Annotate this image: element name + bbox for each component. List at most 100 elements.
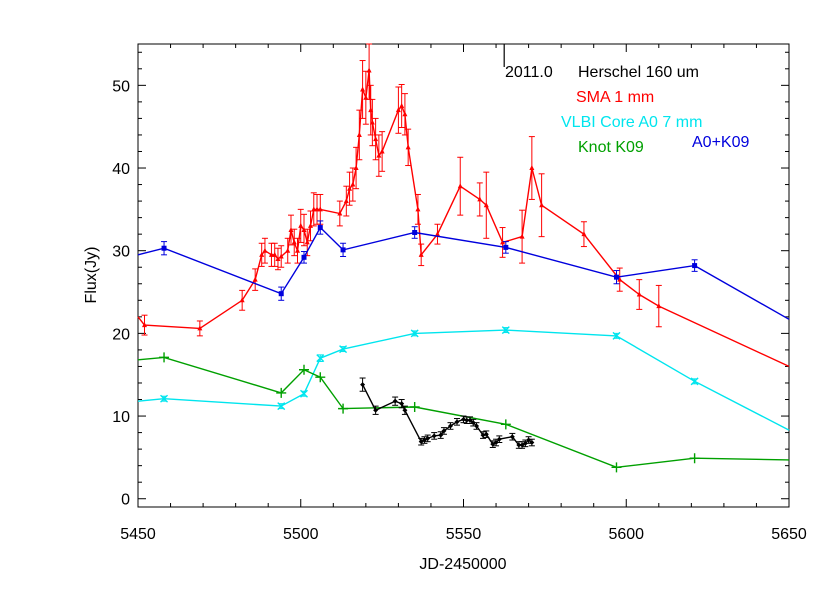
data-point [483, 431, 489, 437]
data-point [308, 222, 314, 228]
data-point [656, 303, 662, 309]
data-point [301, 227, 307, 233]
data-point [160, 394, 169, 403]
x-tick-label: 5550 [446, 526, 482, 543]
legend-knot: Knot K09 [578, 139, 644, 156]
data-point [470, 420, 476, 426]
data-point [142, 322, 148, 328]
data-point [690, 377, 699, 386]
data-point [613, 274, 619, 280]
data-point [454, 419, 460, 425]
annotation-label: 2011.0 [505, 64, 553, 81]
data-point [315, 372, 326, 383]
data-point [316, 354, 325, 363]
data-point [337, 210, 343, 216]
data-point [262, 247, 268, 253]
data-point [161, 245, 167, 251]
axis-ticks [137, 44, 790, 507]
data-point [636, 291, 642, 297]
y-tick-label: 30 [112, 244, 130, 261]
series-line [137, 226, 790, 320]
data-point [410, 329, 419, 338]
x-tick-label: 5450 [120, 526, 156, 543]
data-point [373, 136, 379, 142]
data-point [399, 401, 405, 407]
data-point [347, 185, 353, 191]
data-point [500, 239, 506, 245]
data-point [299, 364, 310, 375]
data-point [474, 423, 480, 429]
series-1 [137, 220, 790, 320]
data-point [425, 435, 431, 441]
data-point [689, 453, 700, 464]
data-point [376, 152, 382, 158]
data-point [402, 407, 408, 413]
data-point [272, 251, 278, 257]
legend-sma: SMA 1 mm [576, 89, 654, 106]
data-point [278, 291, 284, 297]
legend-herschel: Herschel 160 um [578, 64, 699, 81]
data-point [298, 222, 304, 228]
data-point [338, 403, 349, 414]
series-3 [137, 352, 790, 473]
y-tick-labels: 0 10 20 30 40 50 [112, 78, 130, 508]
data-point [399, 103, 405, 109]
data-point [259, 251, 265, 257]
y-tick-label: 10 [112, 409, 130, 426]
data-point [529, 165, 535, 171]
series-4 [359, 377, 535, 449]
data-point [350, 181, 356, 187]
data-point [339, 345, 348, 354]
x-axis-title: JD-2450000 [419, 556, 506, 573]
data-point [291, 239, 297, 245]
data-point [412, 230, 418, 236]
data-point [373, 407, 379, 413]
data-point [522, 440, 528, 446]
data-point [343, 198, 349, 204]
series-2 [137, 326, 790, 431]
data-point [277, 402, 286, 411]
data-point [353, 165, 359, 171]
data-point [415, 206, 421, 212]
y-axis-title: Flux(Jy) [83, 247, 100, 304]
series-line [137, 356, 790, 469]
legend-a0-k09: A0+K09 [692, 134, 749, 151]
data-point [268, 251, 274, 257]
data-point [431, 433, 437, 439]
y-tick-label: 20 [112, 326, 130, 343]
data-point [317, 206, 323, 212]
data-point [239, 297, 245, 303]
data-point [301, 254, 307, 260]
y-tick-label: 40 [112, 161, 130, 178]
x-tick-labels: 5450 5500 5550 5600 5650 [120, 526, 807, 543]
data-point [581, 231, 587, 237]
data-point [447, 423, 453, 429]
data-point [464, 417, 470, 423]
data-point [395, 107, 401, 113]
data-point [509, 434, 515, 440]
x-tick-label: 5650 [771, 526, 807, 543]
series-line [137, 329, 790, 431]
data-point [501, 326, 510, 335]
y-tick-label: 0 [121, 492, 130, 509]
data-point [434, 231, 440, 237]
data-point [360, 382, 366, 388]
x-tick-label: 5500 [283, 526, 319, 543]
data-point [477, 196, 483, 202]
y-tick-label: 50 [112, 78, 130, 95]
data-point [285, 247, 291, 253]
data-point [493, 440, 499, 446]
data-point [294, 247, 300, 253]
data-point [692, 263, 698, 269]
data-point [409, 401, 420, 412]
data-point [159, 352, 170, 363]
data-point [379, 148, 385, 154]
legend-vlbi-core: VLBI Core A0 7 mm [561, 114, 702, 131]
data-point [516, 442, 522, 448]
data-point [369, 119, 375, 125]
data-point [405, 144, 411, 150]
data-point [366, 67, 372, 73]
series-0 [137, 43, 790, 368]
data-point [500, 419, 511, 430]
